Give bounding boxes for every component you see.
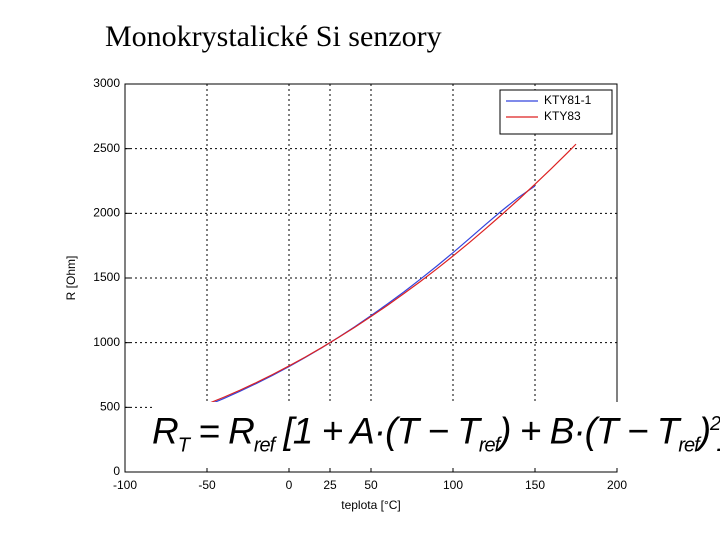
- x-tick-label: -100: [113, 478, 137, 492]
- y-tick-label: 0: [113, 464, 120, 478]
- formula-part: R: [152, 410, 179, 452]
- x-tick-label: 25: [323, 478, 337, 492]
- formula-part: ref: [478, 434, 500, 457]
- y-axis-label: R [Ohm]: [64, 256, 78, 301]
- formula-part: ref: [678, 434, 699, 457]
- plot-frame: [124, 83, 618, 473]
- x-tick-label: 100: [443, 478, 463, 492]
- slide-title: Monokrystalické Si senzory: [105, 20, 442, 53]
- y-tick-label: 2000: [93, 206, 120, 220]
- x-tick-label: 50: [364, 478, 378, 492]
- y-tick-label: 500: [100, 400, 120, 414]
- y-tick-label: 2500: [93, 141, 120, 155]
- y-tick-label: 1500: [93, 270, 120, 284]
- legend-label: KTY83: [544, 109, 581, 123]
- formula: RT = Rref [1 + A·(T − Tref) + B·(T − Tre…: [152, 402, 720, 468]
- formula-part: = R: [188, 410, 255, 452]
- legend-label: KTY81-1: [544, 93, 592, 107]
- x-tick-label: 150: [525, 478, 545, 492]
- x-tick-label: 200: [607, 478, 627, 492]
- formula-part: 2: [710, 413, 720, 435]
- x-axis-label: teplota [°C]: [341, 498, 401, 512]
- formula-part: T: [177, 434, 190, 457]
- x-tick-label: -50: [198, 478, 216, 492]
- x-tick-label: 0: [286, 478, 293, 492]
- series-line: [198, 143, 577, 408]
- legend-box: [499, 89, 613, 135]
- formula-part: [1 + A·(T − T: [274, 410, 479, 452]
- y-tick-label: 3000: [93, 76, 120, 90]
- formula-part: ): [698, 410, 711, 452]
- y-tick-label: 1000: [93, 335, 120, 349]
- formula-part: ref: [253, 434, 275, 457]
- formula-part: ) + B·(T − T: [499, 410, 679, 452]
